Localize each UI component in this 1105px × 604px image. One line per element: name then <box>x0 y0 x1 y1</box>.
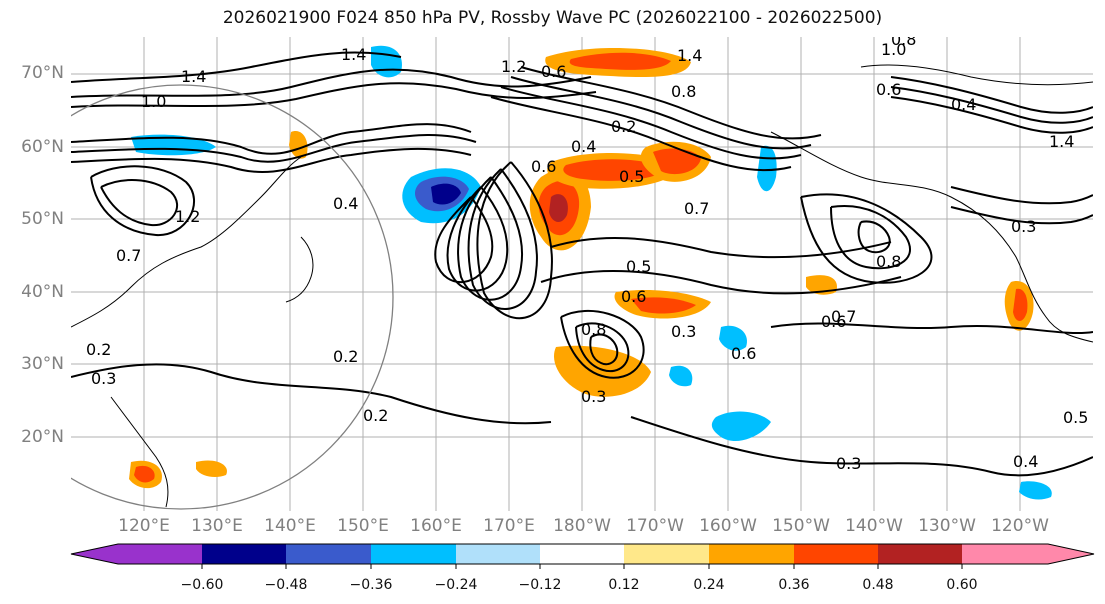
colorbar-extend-high <box>1048 544 1094 564</box>
pv-shading <box>129 45 1052 500</box>
lon-label: 170°W <box>626 516 684 536</box>
contour-label: 0.2 <box>86 340 111 359</box>
colorbar-segment <box>709 544 794 564</box>
contour-label: 0.3 <box>671 322 696 341</box>
lon-label: 140°E <box>264 516 316 536</box>
pv-contours <box>71 51 1093 477</box>
lon-label: 170°E <box>483 516 535 536</box>
contour-label: 1.0 <box>141 92 166 111</box>
lon-label: 160°W <box>699 516 757 536</box>
colorbar-segment <box>624 544 709 564</box>
contour-label: 0.3 <box>91 369 116 388</box>
contour-label: 0.2 <box>333 347 358 366</box>
map-panel: 1.4 1.0 0.8 1.4 1.2 0.6 1.4 1.0 0.8 0.6 … <box>71 37 1093 511</box>
colorbar-segment <box>118 544 202 564</box>
contour-label: 0.8 <box>876 252 901 271</box>
lon-label: 180°W <box>553 516 611 536</box>
contour-label: 1.0 <box>881 40 906 59</box>
contour-label: 1.4 <box>1049 132 1074 151</box>
contour-label: 0.6 <box>876 80 901 99</box>
contour-label: 1.2 <box>175 207 200 226</box>
contour-label: 0.6 <box>621 287 646 306</box>
contour-label: 0.3 <box>581 387 606 406</box>
colorbar-ticks <box>201 564 963 569</box>
colorbar-segment <box>371 544 456 564</box>
contour-label: 0.8 <box>671 82 696 101</box>
lat-label: 60°N <box>21 137 64 157</box>
contour-label: 1.4 <box>181 67 206 86</box>
colorbar-outline <box>70 543 1095 565</box>
contour-label: 0.6 <box>541 62 566 81</box>
lat-label: 40°N <box>21 282 64 302</box>
lon-label: 150°E <box>337 516 389 536</box>
contour-label: 0.4 <box>571 137 596 156</box>
contour-label: 0.6 <box>531 157 556 176</box>
contour-label: 0.7 <box>684 199 709 218</box>
contour-label: 0.2 <box>611 117 636 136</box>
colorbar-segment <box>794 544 878 564</box>
contour-label: 0.7 <box>116 246 141 265</box>
gridlines <box>71 37 1093 511</box>
range-circle <box>71 84 394 510</box>
colorbar-tick-label: 0.24 <box>693 577 725 593</box>
lat-label: 50°N <box>21 209 64 229</box>
colorbar-tick-label: 0.36 <box>778 577 810 593</box>
contour-label: 0.5 <box>626 257 651 276</box>
contour-label: 0.6 <box>731 344 756 363</box>
colorbar-segment <box>878 544 962 564</box>
contour-label: 1.2 <box>501 57 526 76</box>
contour-label: 0.4 <box>951 95 976 114</box>
contour-label: 0.5 <box>619 167 644 186</box>
contour-label: 0.5 <box>1063 408 1088 427</box>
colorbar-tick-label: 0.48 <box>862 577 894 593</box>
colorbar-segment <box>540 544 624 564</box>
contour-label: 0.4 <box>1013 452 1038 471</box>
contour-label: 1.4 <box>677 46 702 65</box>
contour-label: 0.3 <box>836 454 861 473</box>
contour-labels: 1.4 1.0 0.8 1.4 1.2 0.6 1.4 1.0 0.8 0.6 … <box>86 37 1088 473</box>
coastlines <box>71 64 1093 508</box>
colorbar-segments <box>71 544 1094 564</box>
colorbar-segment <box>286 544 371 564</box>
lat-label: 70°N <box>21 63 64 83</box>
map-canvas: 1.4 1.0 0.8 1.4 1.2 0.6 1.4 1.0 0.8 0.6 … <box>71 37 1093 511</box>
lon-label: 120°W <box>991 516 1049 536</box>
colorbar-segment <box>456 544 540 564</box>
colorbar-tick-label: 0.12 <box>608 577 640 593</box>
lon-label: 130°W <box>918 516 976 536</box>
contour-label: 0.3 <box>1011 217 1036 236</box>
lon-label: 120°E <box>118 516 170 536</box>
contour-label: 0.7 <box>831 307 856 326</box>
colorbar-tick-label: −0.36 <box>349 577 393 593</box>
colorbar-segment <box>202 544 286 564</box>
lon-label: 160°E <box>410 516 462 536</box>
lon-label: 150°W <box>772 516 830 536</box>
contour-label: 0.2 <box>363 406 388 425</box>
colorbar-tick-label: −0.12 <box>518 577 562 593</box>
contour-label: 0.8 <box>581 320 606 339</box>
colorbar-extend-low <box>71 544 118 564</box>
colorbar-tick-label: −0.24 <box>434 577 478 593</box>
colorbar-segment <box>962 544 1048 564</box>
contour-label: 0.6 <box>821 312 846 331</box>
lat-label: 30°N <box>21 354 64 374</box>
map-title: 2026021900 F024 850 hPa PV, Rossby Wave … <box>222 8 883 28</box>
colorbar-tick-label: 0.60 <box>946 577 978 593</box>
colorbar-tick-label: −0.48 <box>264 577 308 593</box>
colorbar-tick-label: −0.60 <box>180 577 224 593</box>
contour-label: 1.4 <box>341 45 366 64</box>
lat-label: 20°N <box>21 427 64 447</box>
contour-label: 0.4 <box>333 194 358 213</box>
lon-label: 130°E <box>191 516 243 536</box>
lon-label: 140°W <box>845 516 903 536</box>
contour-label: 0.8 <box>891 37 916 49</box>
